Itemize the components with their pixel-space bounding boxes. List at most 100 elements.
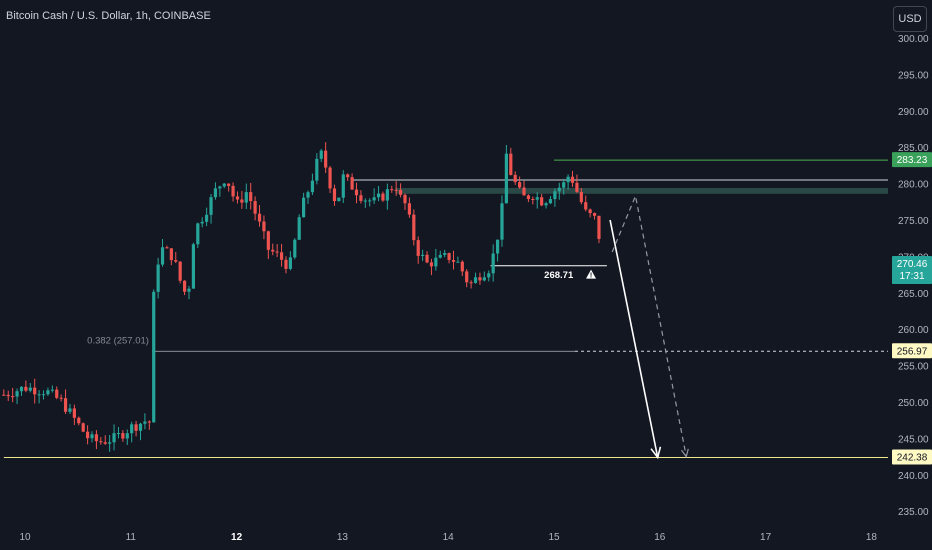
candle-body xyxy=(200,221,204,224)
candle-body xyxy=(2,394,6,396)
resistance-price-label-bg xyxy=(892,152,932,168)
y-tick-label: 285.00 xyxy=(898,143,929,154)
candle-body xyxy=(425,254,429,263)
candle-body xyxy=(130,424,134,434)
y-tick-label: 260.00 xyxy=(898,325,929,336)
candle-body xyxy=(19,386,24,392)
y-tick-label: 255.00 xyxy=(898,362,929,373)
candle-body xyxy=(416,240,420,256)
candle-body xyxy=(143,421,147,424)
candle-body xyxy=(513,174,517,183)
candle-body xyxy=(319,150,323,159)
y-tick-label: 300.00 xyxy=(898,34,929,45)
candle-body xyxy=(81,423,85,432)
candle-body xyxy=(359,195,363,201)
candle-body xyxy=(302,197,306,218)
x-tick-label: 16 xyxy=(654,532,666,543)
candle-body xyxy=(469,282,473,284)
x-tick-label: 18 xyxy=(866,532,878,543)
candle-body xyxy=(6,394,10,397)
candle-body xyxy=(557,187,561,192)
candle-body xyxy=(134,424,138,431)
candle-body xyxy=(310,180,315,193)
candle-body xyxy=(385,189,389,201)
price-axis[interactable]: 235.00 240.00 245.00 250.00 255.00 260.00 265.… xyxy=(898,34,929,518)
candles xyxy=(2,142,601,452)
candle-body xyxy=(478,277,482,281)
candle-body xyxy=(522,187,526,196)
resistance-zone xyxy=(395,187,888,194)
candle-body xyxy=(94,434,99,442)
candle-body xyxy=(33,387,37,395)
candle-body xyxy=(37,394,41,396)
candle-body xyxy=(368,200,372,202)
candle-body xyxy=(363,200,367,202)
last-price-label: 17:31 xyxy=(899,271,924,282)
candle-body xyxy=(579,191,583,203)
candle-body xyxy=(403,194,407,204)
candle-body xyxy=(337,197,341,202)
candle-body xyxy=(90,434,94,439)
candle-body xyxy=(240,199,244,203)
y-tick-label: 240.00 xyxy=(898,471,929,482)
candle-body xyxy=(491,253,495,274)
candle-body xyxy=(178,261,182,281)
candle-body xyxy=(55,389,59,398)
candle-body xyxy=(196,223,200,245)
candle-body xyxy=(429,262,434,267)
candle-body xyxy=(381,193,385,201)
candle-body xyxy=(11,396,15,398)
candle-body xyxy=(372,197,376,201)
candle-body xyxy=(456,261,460,263)
candle-body xyxy=(116,433,121,435)
candle-body xyxy=(324,150,328,168)
candle-body xyxy=(46,390,50,395)
candle-body xyxy=(346,174,350,178)
candle-body xyxy=(72,408,76,418)
candle-body xyxy=(509,153,513,175)
candle-body xyxy=(473,277,478,283)
candle-body xyxy=(275,251,279,253)
time-axis[interactable]: 10 11 12 13 14 15 16 17 18 xyxy=(19,532,877,543)
candle-body xyxy=(99,441,103,443)
candle-body xyxy=(328,167,332,189)
candle-body xyxy=(85,431,90,439)
candle-body xyxy=(575,182,579,192)
candle-body xyxy=(103,442,107,444)
candle-body xyxy=(288,257,292,269)
candle-body xyxy=(231,185,235,197)
candle-body xyxy=(222,183,226,187)
y-tick-label: 290.00 xyxy=(898,107,929,118)
candle-body xyxy=(535,197,539,200)
candle-body xyxy=(152,291,156,423)
arrow-head xyxy=(650,446,662,460)
candle-body xyxy=(350,177,354,190)
candle-body xyxy=(108,442,112,444)
candle-body xyxy=(544,203,548,206)
candle-body xyxy=(482,277,486,281)
candle-body xyxy=(293,239,297,258)
candle-body xyxy=(553,191,557,200)
y-tick-label: 275.00 xyxy=(898,216,929,227)
y-tick-label: 245.00 xyxy=(898,434,929,445)
candle-body xyxy=(306,192,310,198)
candle-body xyxy=(68,408,72,412)
candle-body xyxy=(566,176,570,183)
arrow-head xyxy=(680,448,689,458)
candle-body xyxy=(341,174,345,198)
candle-body xyxy=(284,259,288,269)
candle-body xyxy=(500,203,504,240)
candle-body xyxy=(394,189,398,191)
currency-button[interactable]: USD xyxy=(893,6,927,32)
y-tick-label: 265.00 xyxy=(898,289,929,300)
candle-body xyxy=(407,203,412,215)
candle-body xyxy=(438,254,442,258)
range-low-label: 268.71 xyxy=(544,270,574,281)
candle-body xyxy=(279,252,284,260)
candle-body xyxy=(253,201,257,214)
candle-body xyxy=(562,182,566,188)
candle-body xyxy=(147,421,151,423)
candle-body xyxy=(434,257,438,267)
candle-body xyxy=(540,197,544,206)
